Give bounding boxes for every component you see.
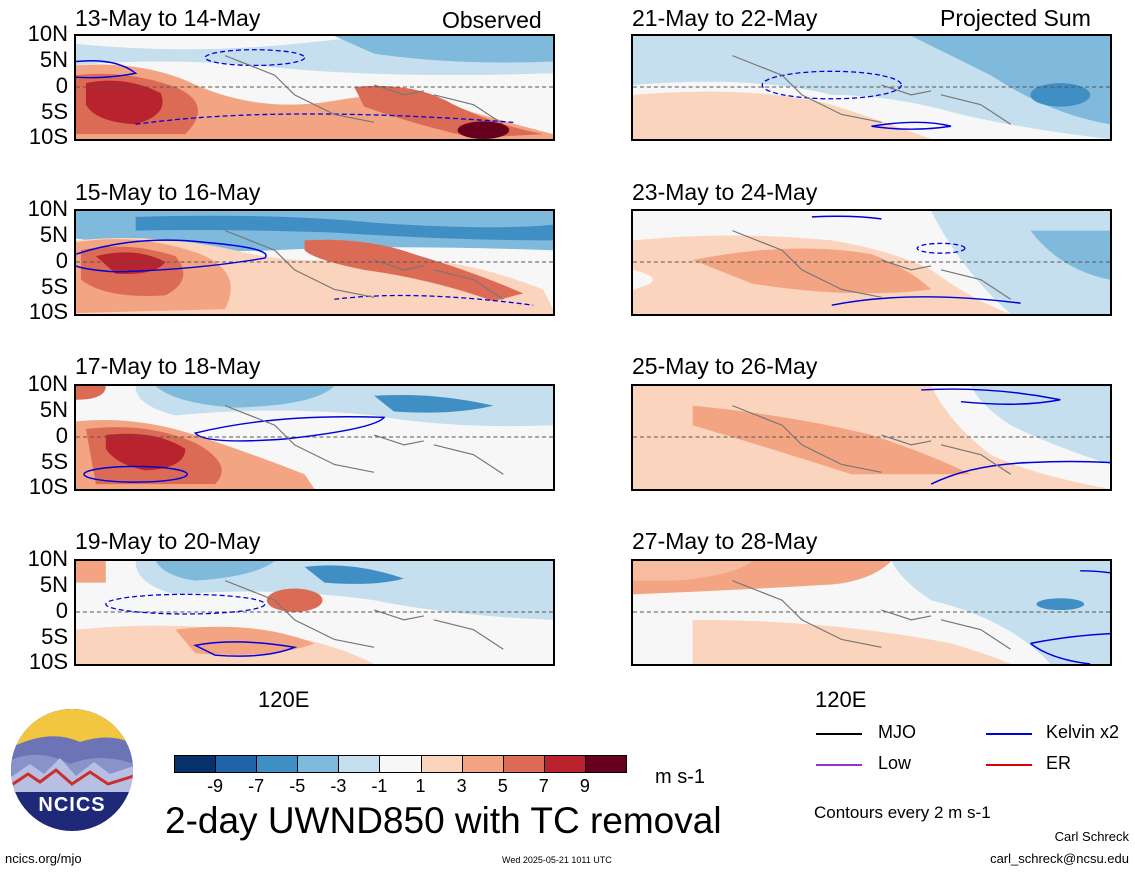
colorbar-box: [297, 755, 340, 773]
legend-er-line: [986, 764, 1032, 766]
map-panel-proj-1: [631, 34, 1112, 141]
ncics-logo: NCICS: [10, 708, 134, 832]
y-tick-label: 0: [55, 248, 68, 273]
colorbar-tick-label: -5: [289, 776, 306, 796]
panel-title-obs-4: 19-May to 20-May: [75, 528, 261, 554]
y-tick-label: 0: [55, 423, 68, 448]
map-panel-proj-2: [631, 209, 1112, 316]
projected-sum-tag: Projected Sum: [940, 5, 1091, 31]
y-tick-label: 5N: [39, 47, 68, 72]
logo-text: NCICS: [38, 794, 106, 816]
x-tick-label-left: 120E: [258, 687, 310, 712]
panel-title-obs-1: 13-May to 14-May: [75, 5, 261, 31]
y-tick-label: 5S: [41, 624, 68, 649]
colorbar-unit: m s-1: [655, 766, 705, 788]
y-tick-label: 5N: [39, 222, 68, 247]
panel-title-proj-4: 27-May to 28-May: [632, 528, 818, 554]
panel-title-proj-3: 25-May to 26-May: [632, 353, 818, 379]
y-tick-label: 10S: [28, 474, 68, 499]
colorbar-tick-label: 7: [538, 776, 549, 796]
legend-low-line: [816, 764, 862, 766]
legend-er-label: ER: [1046, 753, 1072, 773]
legend-kelvin-label: Kelvin x2: [1046, 722, 1120, 742]
legend-mjo-line: [816, 733, 862, 735]
y-tick-label: 10N: [27, 21, 68, 46]
y-tick-label: 10N: [27, 371, 68, 396]
colorbar-tick-label: -9: [207, 776, 224, 796]
colorbar-tick-label: -7: [248, 776, 265, 796]
colorbar-tick-label: 3: [456, 776, 467, 796]
colorbar-box: [338, 755, 381, 773]
colorbar-tick-label: 9: [579, 776, 590, 796]
colorbar-box: [420, 755, 463, 773]
panel-title-obs-3: 17-May to 18-May: [75, 353, 261, 379]
y-tick-label: 5S: [41, 449, 68, 474]
colorbar-box: [174, 755, 217, 773]
colorbar-box: [256, 755, 299, 773]
main-title: 2-day UWND850 with TC removal: [165, 800, 722, 841]
footer-timestamp: Wed 2025-05-21 1011 UTC: [502, 855, 612, 865]
observed-tag: Observed: [442, 7, 542, 33]
y-tick-label: 5N: [39, 397, 68, 422]
footer-url: ncics.org/mjo: [5, 851, 82, 866]
colorbar-tick-label: -3: [330, 776, 347, 796]
map-panel-proj-4: [631, 559, 1112, 666]
y-tick-label: 5S: [41, 99, 68, 124]
y-tick-label: 5S: [41, 274, 68, 299]
x-tick-label-right: 120E: [815, 687, 867, 712]
panel-title-proj-2: 23-May to 24-May: [632, 179, 818, 205]
legend-mjo-label: MJO: [878, 722, 916, 742]
legend-low-label: Low: [878, 753, 912, 773]
map-panel-proj-3: [631, 384, 1112, 491]
colorbar-box: [461, 755, 504, 773]
y-tick-label: 0: [55, 598, 68, 623]
map-panel-obs-2: [74, 209, 555, 316]
panel-title-obs-2: 15-May to 16-May: [75, 179, 261, 205]
y-tick-label: 5N: [39, 572, 68, 597]
colorbar-box: [584, 755, 627, 773]
y-tick-label: 10S: [28, 299, 68, 324]
colorbar: [174, 755, 627, 773]
y-tick-label: 10S: [28, 649, 68, 674]
panel-title-proj-1: 21-May to 22-May: [632, 5, 818, 31]
footer-email: carl_schreck@ncsu.edu: [990, 851, 1129, 866]
colorbar-tick-label: -1: [371, 776, 388, 796]
footer-author: Carl Schreck: [1054, 829, 1129, 844]
map-panel-obs-1: [74, 34, 555, 141]
map-panel-obs-3: [74, 384, 555, 491]
y-tick-label: 0: [55, 73, 68, 98]
y-tick-label: 10N: [27, 196, 68, 221]
colorbar-box: [215, 755, 258, 773]
colorbar-box: [543, 755, 586, 773]
y-tick-label: 10S: [28, 124, 68, 149]
y-tick-label: 10N: [27, 546, 68, 571]
colorbar-box: [502, 755, 545, 773]
contour-note: Contours every 2 m s-1: [814, 803, 991, 822]
colorbar-tick-label: 5: [497, 776, 508, 796]
legend-kelvin-line: [986, 733, 1032, 735]
colorbar-box: [379, 755, 422, 773]
colorbar-tick-label: 1: [415, 776, 426, 796]
map-panel-obs-4: [74, 559, 555, 666]
